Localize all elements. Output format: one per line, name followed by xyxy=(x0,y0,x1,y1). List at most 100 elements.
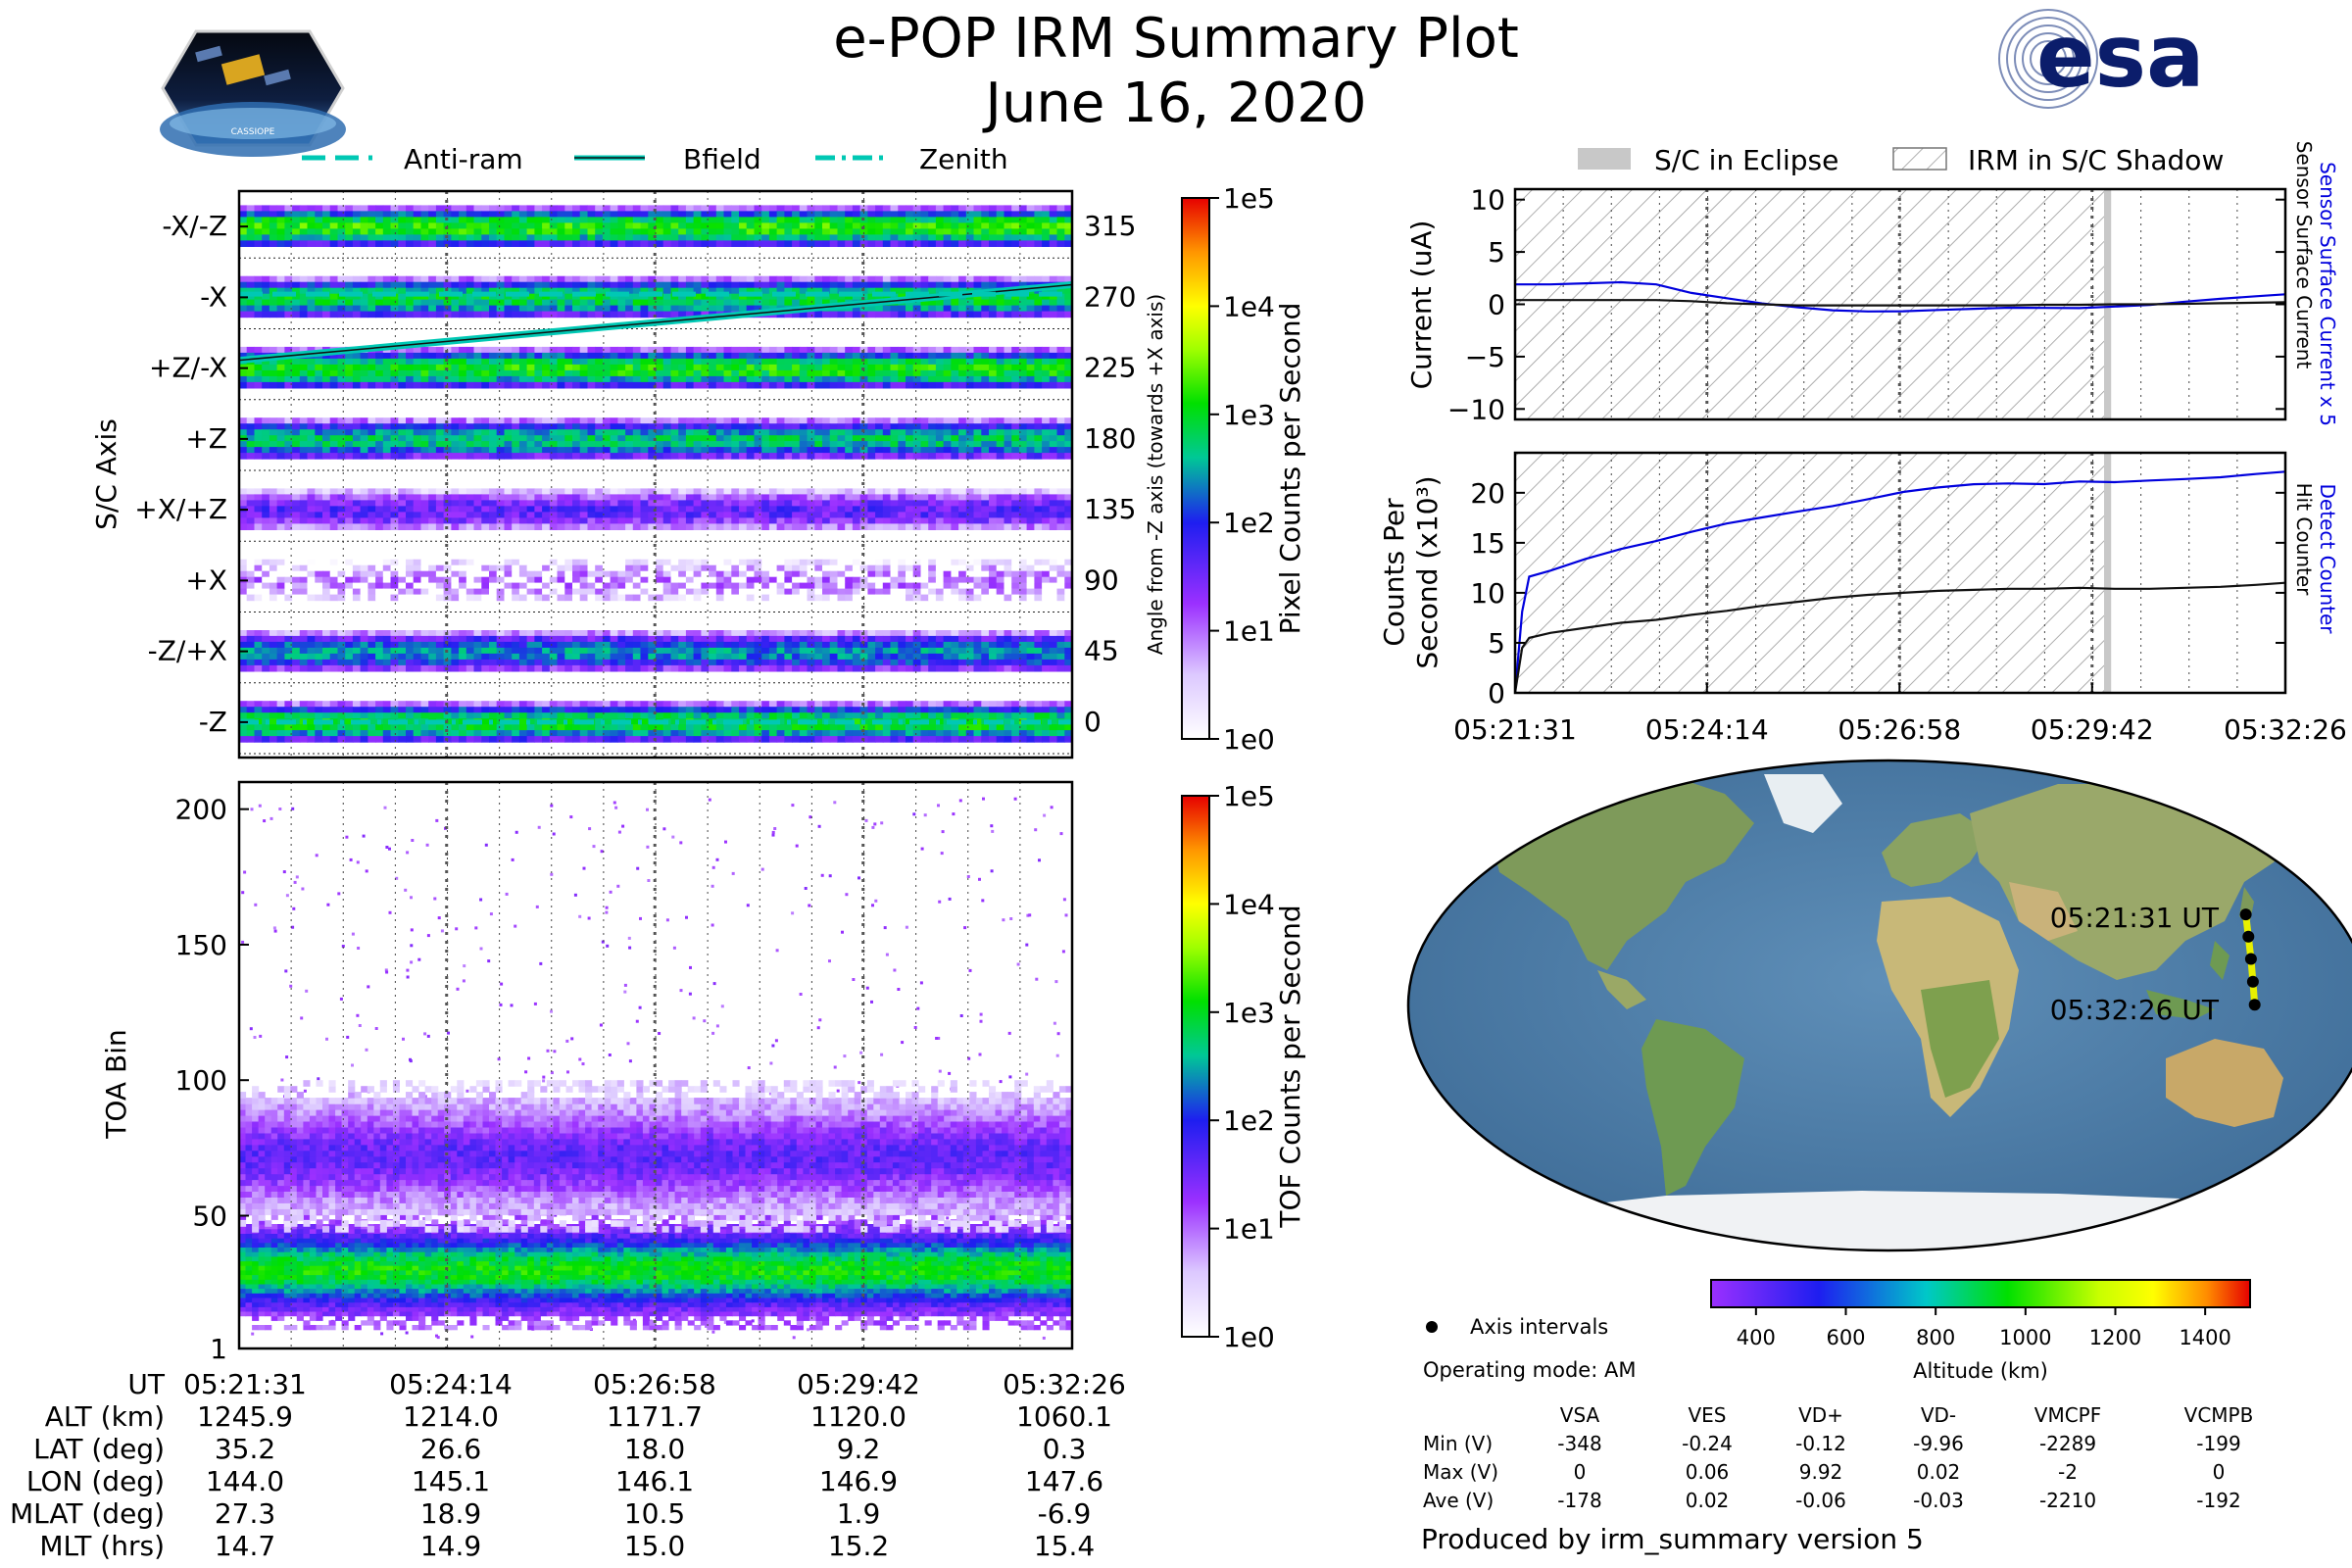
sc-heat-cell xyxy=(981,228,990,235)
sc-heat-cell xyxy=(951,417,959,424)
sc-heat-cell xyxy=(670,447,679,454)
sc-heat-cell xyxy=(398,635,407,643)
sc-heat-cell xyxy=(701,630,710,637)
sc-heat-cell xyxy=(345,494,354,501)
sc-heat-cell xyxy=(443,211,452,218)
sc-heat-cell xyxy=(360,500,368,507)
sc-heat-cell xyxy=(882,447,892,454)
sc-heat-cell xyxy=(481,364,490,371)
sc-heat-cell xyxy=(398,234,407,241)
sc-heat-cell xyxy=(406,635,415,643)
sc-heat-cell xyxy=(481,582,490,590)
sc-heat-cell xyxy=(398,275,407,283)
sc-heat-cell xyxy=(890,488,899,495)
sc-heat-cell xyxy=(709,594,717,602)
sc-heat-cell xyxy=(799,287,808,295)
sc-heat-cell xyxy=(989,381,998,389)
sc-heat-cell xyxy=(739,506,748,513)
sc-heat-cell xyxy=(239,346,248,354)
sc-heat-cell xyxy=(958,582,967,590)
sc-heat-cell xyxy=(496,358,505,366)
sc-heat-cell xyxy=(587,217,596,223)
sc-heat-cell xyxy=(943,352,952,360)
sc-heat-cell xyxy=(693,641,702,649)
sc-heat-cell xyxy=(754,588,762,596)
sc-heat-cell xyxy=(254,576,263,584)
sc-heat-cell xyxy=(1011,523,1020,530)
sc-heat-cell xyxy=(693,352,702,360)
sc-heat-cell xyxy=(451,240,460,247)
sc-heat-cell xyxy=(852,417,861,424)
sc-heat-cell xyxy=(564,311,573,318)
sc-heat-cell xyxy=(662,453,671,460)
sc-heat-cell xyxy=(435,559,445,566)
sc-heat-cell xyxy=(685,281,695,289)
sc-heat-cell xyxy=(693,506,702,513)
sc-heat-cell xyxy=(670,381,679,389)
sc-heat-cell xyxy=(360,417,368,424)
sc-heat-cell xyxy=(943,588,952,596)
sc-heat-cell xyxy=(459,570,467,578)
sc-heat-cell xyxy=(715,429,725,436)
sc-heat-cell xyxy=(504,287,513,295)
sc-heat-cell xyxy=(1026,559,1035,566)
sc-heat-cell xyxy=(276,512,285,518)
sc-heat-cell xyxy=(640,523,649,530)
sc-heat-cell xyxy=(496,281,505,289)
sc-heat-cell xyxy=(292,453,301,460)
sc-heat-cell xyxy=(1064,641,1072,649)
sc-heat-cell xyxy=(284,576,293,584)
sc-heat-cell xyxy=(867,240,876,247)
sc-heat-cell xyxy=(413,240,421,247)
sc-heat-cell xyxy=(564,281,573,289)
sc-heat-cell xyxy=(792,576,801,584)
sc-heat-cell xyxy=(246,381,255,389)
sc-heat-cell xyxy=(564,240,573,247)
sc-heat-cell xyxy=(512,287,520,295)
sc-heat-cell xyxy=(1064,570,1072,578)
sc-heat-cell xyxy=(617,570,626,578)
sc-heat-cell xyxy=(1004,217,1012,223)
sc-heat-cell xyxy=(693,594,702,602)
sc-heat-cell xyxy=(375,381,384,389)
sc-heat-cell xyxy=(504,588,513,596)
sc-heat-cell xyxy=(292,205,301,212)
sc-heat-cell xyxy=(1034,211,1043,218)
sc-heat-cell xyxy=(246,299,255,307)
sc-heat-cell xyxy=(292,488,301,495)
sc-heat-cell xyxy=(958,641,967,649)
sc-heat-cell xyxy=(549,417,559,424)
sc-heat-cell xyxy=(678,299,687,307)
sc-heat-cell xyxy=(617,305,626,313)
sc-heat-cell xyxy=(579,582,588,590)
sc-heat-cell xyxy=(958,205,967,212)
sc-heat-cell xyxy=(375,582,384,590)
sc-heat-cell xyxy=(239,488,248,495)
sc-heat-cell xyxy=(852,305,861,313)
sc-heat-cell xyxy=(996,641,1004,649)
sc-heat-cell xyxy=(406,311,415,318)
sc-heat-cell xyxy=(701,369,710,377)
sc-heat-cell xyxy=(867,435,876,442)
sc-heat-cell xyxy=(928,281,937,289)
sc-heat-cell xyxy=(912,364,921,371)
sc-heat-cell xyxy=(435,506,445,513)
sc-heat-cell xyxy=(761,494,770,501)
sc-heat-cell xyxy=(670,222,679,229)
sc-heat-cell xyxy=(845,228,854,235)
sc-heat-cell xyxy=(859,281,868,289)
sc-heat-cell xyxy=(678,423,687,430)
sc-heat-cell xyxy=(852,523,861,530)
sc-heat-cell xyxy=(996,559,1004,566)
sc-heat-cell xyxy=(965,222,975,229)
sc-heat-cell xyxy=(768,523,778,530)
sc-heat-cell xyxy=(1049,352,1058,360)
sc-heat-cell xyxy=(662,423,671,430)
sc-heat-cell xyxy=(587,488,596,495)
sc-heat-cell xyxy=(1004,523,1012,530)
sc-heat-cell xyxy=(557,228,565,235)
sc-heat-cell xyxy=(761,228,770,235)
sc-heat-cell xyxy=(337,375,346,383)
sc-heat-cell xyxy=(254,523,263,530)
sc-heat-cell xyxy=(1049,293,1058,301)
